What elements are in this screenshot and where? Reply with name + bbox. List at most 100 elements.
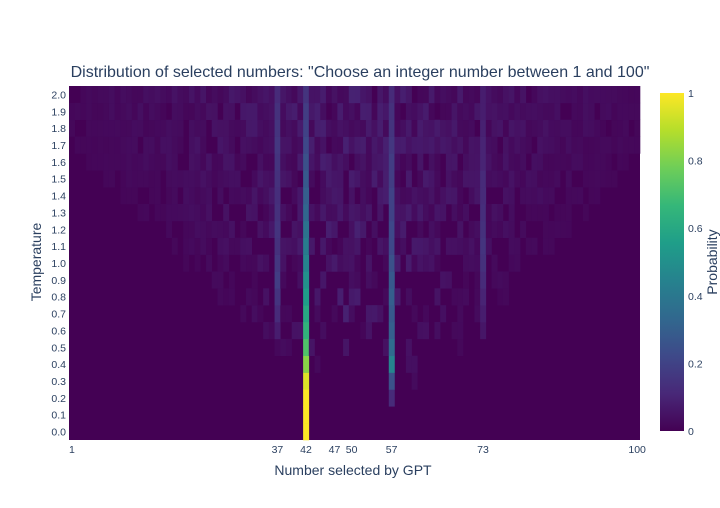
heatmap-cell [251,136,258,154]
heatmap-cell [308,119,315,137]
heatmap-cell [348,102,355,121]
heatmap-cell [240,102,247,121]
heatmap-cell [548,119,555,137]
heatmap-cell [303,406,310,424]
heatmap-cell [343,254,350,272]
heatmap-cell [126,187,133,205]
heatmap-cell [371,305,378,323]
heatmap-cell [451,237,458,255]
heatmap-cell [440,271,447,289]
heatmap-cell [622,119,629,137]
heatmap-cell [148,187,155,205]
heatmap-cell [280,86,287,104]
heatmap-cell [514,153,521,171]
heatmap-cell [474,102,481,121]
heatmap-cell [160,119,167,137]
heatmap-cell [217,220,224,239]
heatmap-cell [246,187,253,205]
heatmap-cell [548,153,555,171]
heatmap-cell [480,271,487,289]
heatmap-cell [280,204,287,222]
heatmap-cell [183,220,190,239]
heatmap-cell [206,187,213,205]
heatmap-cell [462,119,469,137]
heatmap-cell [285,237,292,255]
heatmap-cell [457,288,464,306]
heatmap-cell [354,204,361,222]
heatmap-cell [177,119,184,137]
heatmap-cell [423,119,430,137]
heatmap-cell [206,254,213,272]
heatmap-cell [297,86,304,104]
heatmap-cell [211,153,218,171]
heatmap-cell [411,372,418,390]
heatmap-cell [148,170,155,188]
heatmap-cell [554,220,561,239]
heatmap-cell [508,237,515,255]
heatmap-cell [383,187,390,205]
heatmap-cell [337,170,344,188]
heatmap-cell [86,153,93,171]
heatmap-cell [542,153,549,171]
heatmap-cell [97,153,104,171]
heatmap-cell [354,153,361,171]
heatmap-cell [411,254,418,272]
heatmap-cell [360,170,367,188]
heatmap-cell [137,153,144,171]
heatmap-cell [423,237,430,255]
heatmap-cell [166,153,173,171]
colorbar-tick-label: 0 [688,426,694,438]
heatmap-cell [548,170,555,188]
heatmap-cell [457,305,464,323]
heatmap-cell [251,187,258,205]
heatmap-cell [434,237,441,255]
heatmap-cell [314,355,321,373]
heatmap-cell [246,86,253,104]
heatmap-cell [480,170,487,188]
heatmap-cell [434,220,441,239]
heatmap-cell [308,204,315,222]
heatmap-cell [388,119,395,137]
heatmap-cell [548,102,555,121]
heatmap-cell [497,220,504,239]
heatmap-cell [246,136,253,154]
heatmap-cell [480,102,487,121]
heatmap-cell [525,187,532,205]
heatmap-cell [257,86,264,104]
colorbar-tick-label: 0.4 [688,291,703,303]
heatmap-cell [291,136,298,154]
heatmap-cell [434,254,441,272]
heatmap-cell [445,187,452,205]
heatmap-cell [508,187,515,205]
heatmap-cell [234,153,241,171]
heatmap-cell [285,119,292,137]
heatmap-cell [531,153,538,171]
heatmap-cell [445,271,452,289]
heatmap-cell [120,187,127,205]
heatmap-cell [303,119,310,137]
heatmap-cell [440,119,447,137]
heatmap-cell [331,305,338,323]
heatmap-cell [491,136,498,154]
heatmap-cell [571,136,578,154]
heatmap-cell [217,271,224,289]
heatmap-cell [474,237,481,255]
heatmap-cell [251,86,258,104]
heatmap-cell [285,170,292,188]
heatmap-cell [354,170,361,188]
heatmap-cell [234,237,241,255]
heatmap-cell [468,237,475,255]
heatmap-cell [183,254,190,272]
heatmap-cell [497,153,504,171]
heatmap-cell [388,86,395,104]
heatmap-cell [605,153,612,171]
heatmap-cell [194,153,201,171]
heatmap-cell [428,187,435,205]
heatmap-cell [434,86,441,104]
heatmap-cell [108,119,115,137]
heatmap-cell [565,136,572,154]
heatmap-cell [577,119,584,137]
heatmap-cell [126,119,133,137]
heatmap-cell [320,170,327,188]
heatmap-cell [257,220,264,239]
